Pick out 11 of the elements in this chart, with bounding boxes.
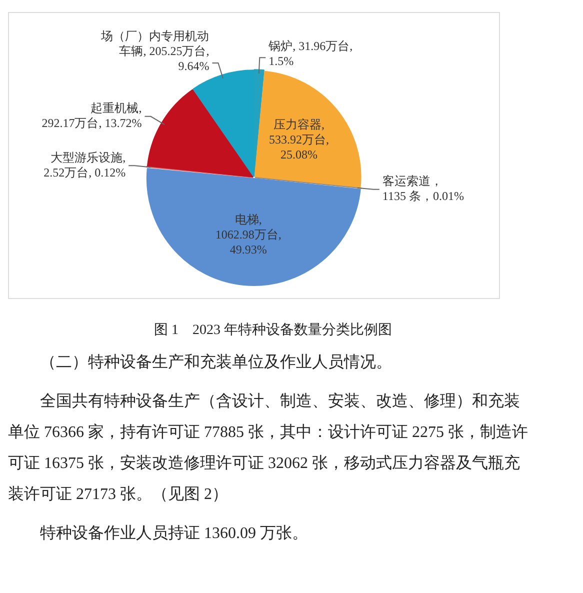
text: 特种设备作业人员持证 1360.09 万张。 — [39, 524, 309, 544]
slice-label: 压力容器, 533.92万台, 25.08% — [269, 118, 330, 162]
text: 图 1 2023 年特种设备数量分类比例图 — [153, 322, 393, 339]
slice-label: 客运索道，1135 条，0.01% — [382, 174, 464, 204]
slice-label: 大型游乐设施, 2.52万台, 0.12% — [44, 150, 126, 180]
slice-label: 场（厂）内专用机动车辆, 205.25万台, 9.64% — [100, 29, 210, 74]
text: 全国共有特种设备生产（含设计、制造、安装、改造、修理）和充装单位 76366 家，持有许可证 77885 张，其中：设计许可证 2275 张，制造许可证 16375 张，安装改造修理许可证 32062 张，移动式压力容器及气瓶充装许可证 27173 张。（见图 2） — [8, 392, 528, 505]
slice-label: 电梯, 1062.98万台, 49.93% — [215, 212, 282, 257]
slice-label: 锅炉, 31.96万台, 1.5% — [268, 38, 353, 68]
slice-label: 起重机械, 292.17万台, 13.72% — [42, 101, 142, 130]
text: （二）特种设备生产和充装单位及作业人员情况。 — [39, 352, 393, 373]
